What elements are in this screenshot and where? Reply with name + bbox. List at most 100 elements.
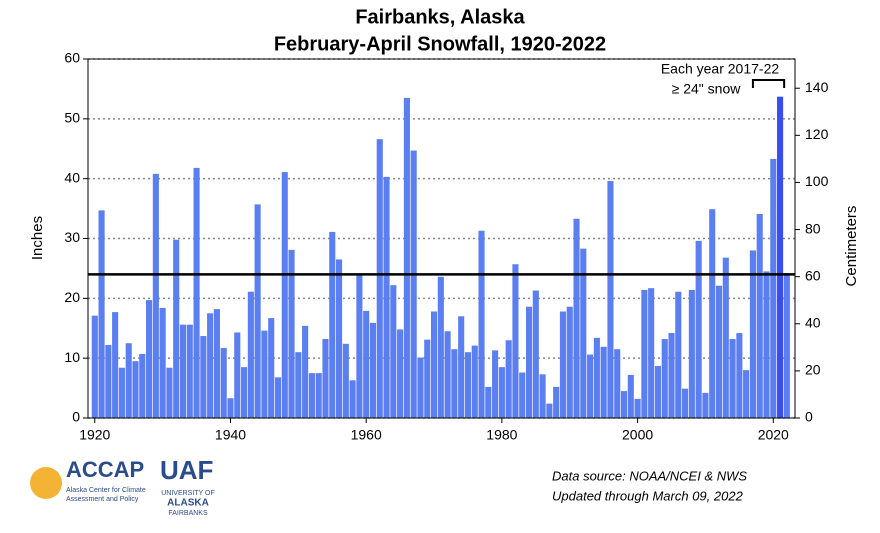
bar bbox=[729, 339, 736, 418]
bar bbox=[397, 329, 404, 418]
bar bbox=[614, 349, 621, 418]
bar bbox=[492, 350, 499, 418]
bar bbox=[756, 213, 763, 418]
bar bbox=[200, 336, 207, 418]
logo-text: Assessment and Policy bbox=[66, 496, 139, 503]
bar bbox=[444, 331, 451, 418]
source-note: Updated through March 09, 2022 bbox=[552, 488, 744, 503]
logo-text: FAIRBANKS bbox=[168, 510, 208, 517]
bar bbox=[105, 345, 112, 418]
bar bbox=[648, 288, 655, 418]
bar bbox=[682, 388, 689, 418]
bar bbox=[376, 139, 383, 418]
y2-tick-label: 20 bbox=[805, 362, 821, 378]
bar bbox=[349, 380, 356, 418]
bar bbox=[451, 349, 458, 418]
bar bbox=[485, 386, 492, 418]
bar bbox=[437, 276, 444, 418]
annotation-bracket bbox=[751, 79, 786, 88]
bar bbox=[369, 322, 377, 418]
x-tick-label: 2020 bbox=[758, 427, 789, 443]
bar bbox=[241, 367, 248, 418]
bar bbox=[675, 291, 682, 418]
bar bbox=[763, 271, 770, 418]
bar bbox=[186, 324, 193, 418]
bar bbox=[91, 315, 98, 418]
bar bbox=[661, 339, 668, 418]
bar bbox=[342, 343, 349, 418]
bar bbox=[179, 324, 187, 418]
bar bbox=[600, 346, 607, 418]
bar bbox=[587, 354, 594, 418]
bar bbox=[234, 332, 241, 418]
logo-sun bbox=[30, 467, 62, 499]
y2-tick-label: 120 bbox=[805, 126, 829, 142]
bar bbox=[627, 374, 634, 418]
bar bbox=[688, 289, 695, 418]
bar bbox=[288, 249, 295, 418]
bar bbox=[315, 373, 322, 418]
source-note: Data source: NOAA/NCEI & NWS bbox=[552, 468, 747, 483]
bar bbox=[559, 311, 567, 418]
bar bbox=[641, 289, 648, 418]
bar bbox=[777, 96, 784, 418]
annotation: ≥ 24" snow bbox=[672, 81, 742, 97]
y2-tick-label: 0 bbox=[805, 409, 813, 425]
bar bbox=[268, 318, 275, 418]
y2-axis-label: Centimeters bbox=[843, 206, 860, 287]
y2-tick-label: 60 bbox=[805, 267, 821, 283]
y-tick-label: 30 bbox=[64, 229, 80, 245]
x-tick-label: 1980 bbox=[486, 427, 517, 443]
y2-tick-label: 80 bbox=[805, 220, 821, 236]
logo-text: ALASKA bbox=[167, 498, 209, 509]
y-tick-label: 50 bbox=[64, 110, 80, 126]
bar bbox=[302, 325, 309, 418]
bar bbox=[702, 392, 709, 418]
x-tick-label: 1920 bbox=[79, 427, 110, 443]
bar bbox=[383, 176, 390, 418]
bar bbox=[322, 339, 329, 418]
y2-tick-label: 40 bbox=[805, 314, 821, 330]
bar bbox=[532, 290, 539, 418]
y-tick-label: 60 bbox=[64, 50, 80, 66]
bar bbox=[620, 391, 628, 418]
bar bbox=[247, 291, 254, 418]
bar bbox=[281, 172, 288, 418]
x-tick-label: 1960 bbox=[351, 427, 382, 443]
y-tick-label: 40 bbox=[64, 169, 80, 185]
x-tick-label: 2000 bbox=[622, 427, 653, 443]
bar bbox=[566, 306, 573, 418]
bar bbox=[593, 337, 600, 418]
bar bbox=[308, 373, 315, 418]
x-tick-label: 1940 bbox=[215, 427, 246, 443]
bar bbox=[654, 365, 661, 418]
y2-tick-label: 140 bbox=[805, 79, 829, 95]
y-tick-label: 0 bbox=[72, 409, 80, 425]
logo-text: Alaska Center for Climate bbox=[66, 487, 146, 494]
bar bbox=[512, 264, 519, 418]
bar bbox=[634, 398, 641, 418]
bar bbox=[743, 370, 750, 418]
bar bbox=[553, 386, 560, 418]
y2-tick-label: 100 bbox=[805, 173, 829, 189]
bar bbox=[132, 361, 139, 418]
logo-text: UAF bbox=[160, 455, 213, 485]
y-tick-label: 20 bbox=[64, 289, 80, 305]
bar bbox=[207, 313, 214, 418]
bar bbox=[356, 274, 363, 418]
bar bbox=[227, 398, 234, 418]
bar bbox=[573, 218, 580, 418]
bar bbox=[715, 285, 723, 418]
bar bbox=[505, 340, 512, 418]
bar bbox=[159, 307, 166, 418]
bar bbox=[722, 257, 729, 418]
bar bbox=[749, 250, 756, 418]
bar bbox=[98, 210, 105, 418]
y-tick-label: 10 bbox=[64, 349, 80, 365]
bar bbox=[112, 312, 119, 418]
bar bbox=[410, 150, 417, 419]
bar bbox=[254, 204, 261, 418]
bar bbox=[403, 97, 410, 419]
